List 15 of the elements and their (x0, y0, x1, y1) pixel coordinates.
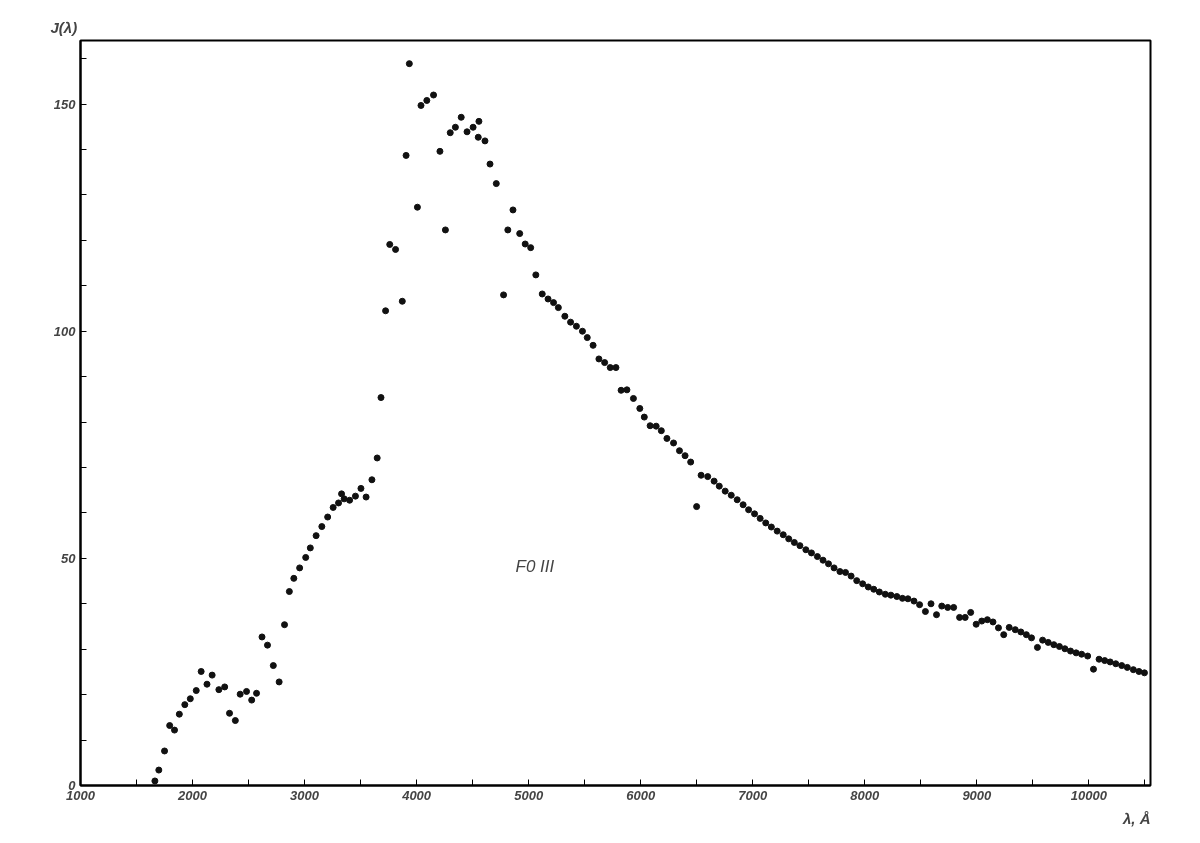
x-tick-label: 6000 (626, 787, 656, 803)
y-axis-title: J(λ) (50, 18, 78, 36)
x-tick-label: 10000 (1070, 787, 1108, 803)
x-tick-label: 3000 (290, 787, 320, 803)
y-tick-label: 100 (53, 323, 77, 339)
y-tick-label: 150 (53, 96, 77, 112)
x-tick-label: 2000 (177, 787, 208, 803)
x-tick-label: 8000 (850, 787, 881, 803)
x-tick-label: 4000 (401, 787, 432, 803)
y-tick-label: 50 (61, 550, 77, 566)
annotation: F0 III (515, 556, 555, 576)
x-tick-label: 9000 (962, 787, 993, 803)
x-tick-label: 7000 (738, 787, 768, 803)
x-axis-title: λ, Å (1121, 809, 1151, 827)
x-tick-label: 5000 (514, 787, 544, 803)
